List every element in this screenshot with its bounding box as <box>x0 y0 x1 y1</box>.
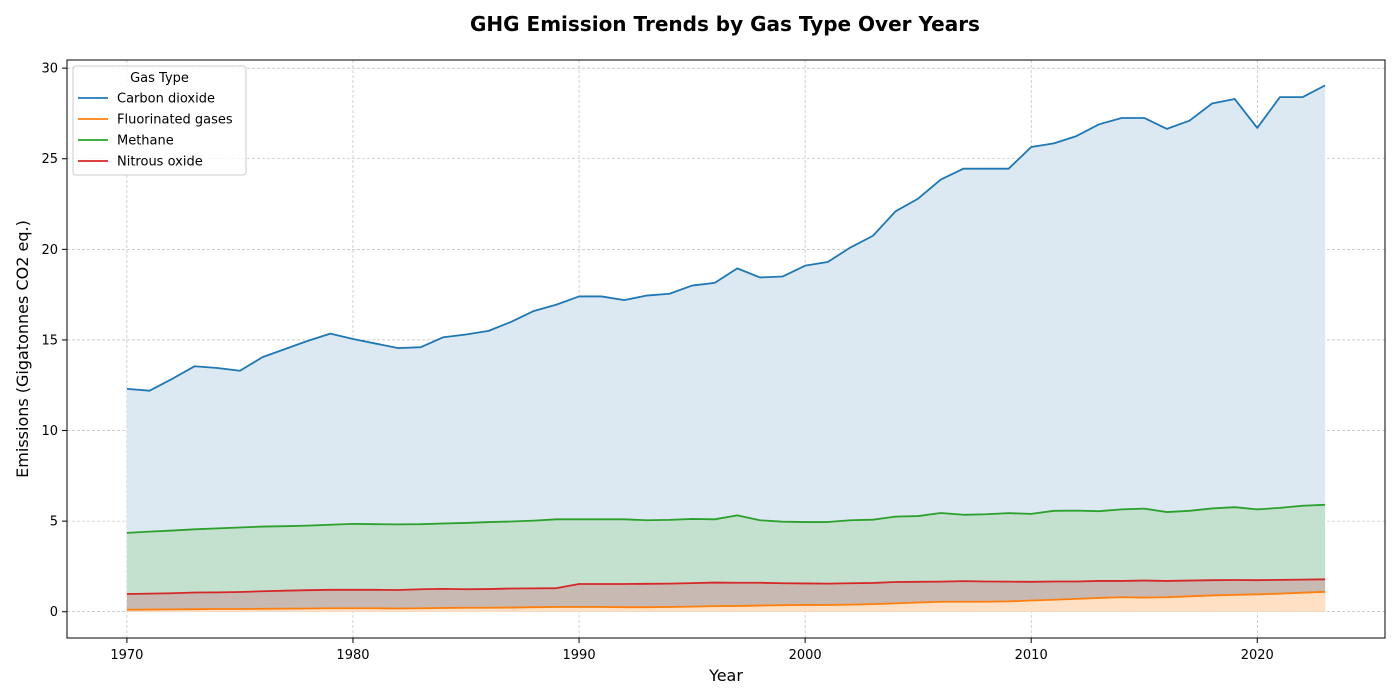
y-tick-label: 5 <box>50 515 58 530</box>
legend-title: Gas Type <box>130 71 189 86</box>
y-tick-label: 30 <box>41 62 58 77</box>
legend-items: Carbon dioxide Fluorinated gases Methane Ni… <box>78 92 233 170</box>
area-carbon-dioxide <box>126 85 1326 612</box>
y-tick-label: 20 <box>41 243 58 258</box>
y-tick-label: 15 <box>41 333 58 348</box>
legend-label: Fluorinated gases <box>117 113 233 128</box>
x-axis-label: Year <box>708 666 743 685</box>
x-tick-label: 1990 <box>563 648 596 663</box>
y-axis-label: Emissions (Gigatonnes CO2 eq.) <box>13 220 32 478</box>
series-lines <box>126 84 1326 611</box>
y-axis-ticks: 0 5 10 15 20 25 30 <box>41 62 67 620</box>
x-tick-label: 2010 <box>1015 648 1048 663</box>
legend: Gas Type Carbon dioxide Fluorinated gases… <box>72 65 247 176</box>
x-tick-label: 2000 <box>789 648 822 663</box>
area-fills <box>126 85 1326 612</box>
x-tick-label: 1980 <box>336 648 369 663</box>
x-tick-label: 1970 <box>110 648 143 663</box>
line-methane <box>126 503 1326 534</box>
area-fluorinated-gases <box>126 591 1326 612</box>
y-tick-label: 10 <box>41 424 58 439</box>
plot-frame <box>66 59 1386 639</box>
line-nitrous-oxide <box>126 578 1326 595</box>
line-fluorinated-gases <box>126 590 1326 611</box>
line-carbon-dioxide <box>126 84 1326 392</box>
legend-label: Carbon dioxide <box>117 92 215 107</box>
x-axis-ticks: 1970 1980 1990 2000 2010 2020 <box>110 638 1274 663</box>
y-tick-label: 25 <box>41 152 58 167</box>
legend-label: Methane <box>117 134 174 149</box>
legend-box <box>72 65 247 176</box>
legend-label: Nitrous oxide <box>117 155 203 170</box>
y-tick-label: 0 <box>50 605 58 620</box>
x-tick-label: 2020 <box>1241 648 1274 663</box>
chart-title: GHG Emission Trends by Gas Type Over Yea… <box>470 12 980 36</box>
